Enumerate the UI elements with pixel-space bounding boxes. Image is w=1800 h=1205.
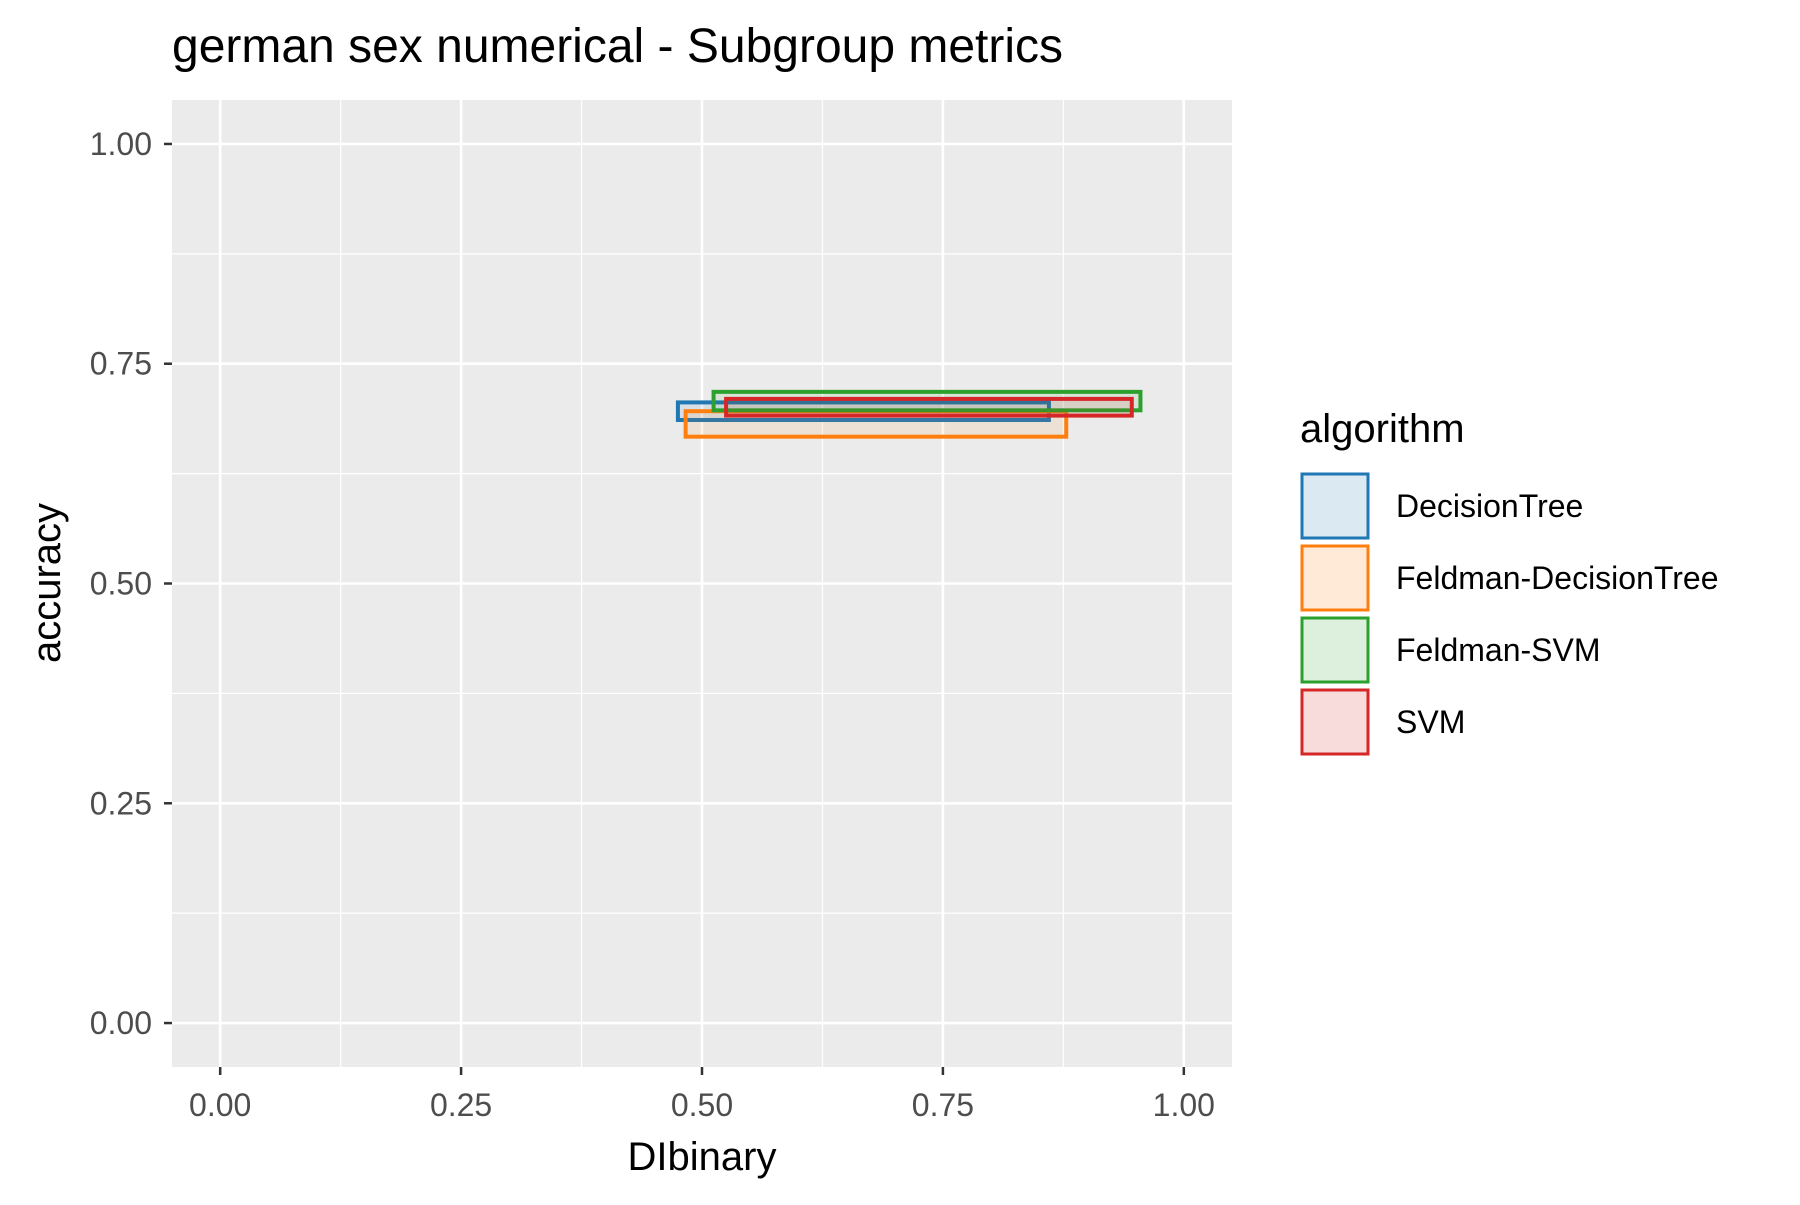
y-tick-label: 0.25 [90,785,152,821]
y-tick-label: 1.00 [90,126,152,162]
legend-swatch-decisiontree [1300,472,1370,540]
range-box-feldman-svm [711,389,1143,413]
x-tick-label: 0.75 [912,1087,974,1123]
tick-layer: 0.00 0.25 0.50 0.75 1.00 0.00 0.25 0.50 0.75 1.00 [90,126,1215,1123]
legend-label-svm: SVM [1396,704,1465,740]
y-tick-label: 0.00 [90,1005,152,1041]
legend-label-feldman-svm: Feldman-SVM [1396,632,1601,668]
x-tick-label: 0.50 [671,1087,733,1123]
legend-label-decisiontree: DecisionTree [1396,488,1583,524]
y-axis-label: accuracy [25,503,69,663]
data-layer [675,389,1143,439]
legend-swatch-feldman-decisiontree [1300,544,1370,612]
x-axis-label: DIbinary [628,1135,777,1179]
legend: algorithm DecisionTree Feldman-DecisionTr… [1300,407,1718,756]
x-tick-label: 1.00 [1153,1087,1215,1123]
legend-swatch-svm [1300,688,1370,756]
x-tick-label: 0.25 [430,1087,492,1123]
range-box-svm [724,396,1134,418]
legend-swatch-feldman-svm [1300,616,1370,684]
x-tick-label: 0.00 [189,1087,251,1123]
y-tick-label: 0.50 [90,566,152,602]
legend-title: algorithm [1300,407,1465,451]
legend-label-feldman-decisiontree: Feldman-DecisionTree [1396,560,1718,596]
grid-layer [172,100,1232,1067]
chart-title: german sex numerical - Subgroup metrics [172,20,1063,73]
y-tick-label: 0.75 [90,346,152,382]
